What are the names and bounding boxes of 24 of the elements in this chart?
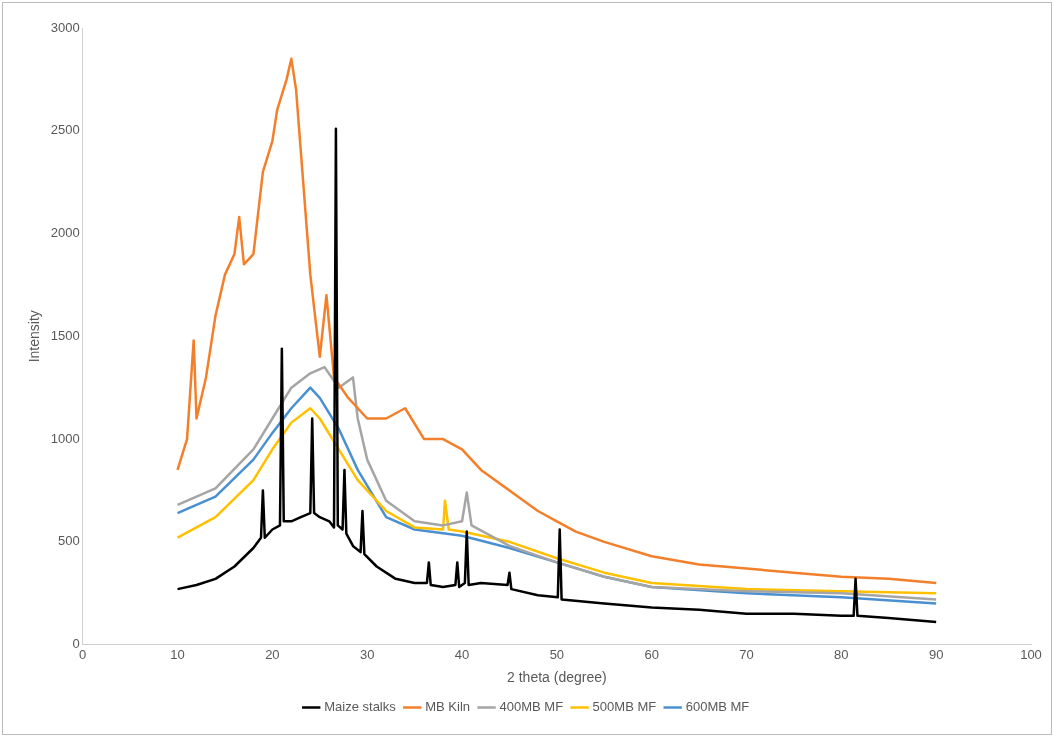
legend-label: 400MB MF	[499, 699, 564, 715]
x-tick-label: 60	[644, 646, 659, 662]
y-tick-label: 1000	[50, 430, 80, 446]
y-tick-label: 1500	[50, 327, 80, 343]
x-tick-label: 80	[834, 646, 849, 662]
x-tick-label: 70	[739, 646, 754, 662]
x-axis-title: 2 theta (degree)	[507, 669, 607, 686]
legend-label: 600MB MF	[685, 699, 750, 715]
y-tick-label: 2500	[50, 122, 80, 138]
x-tick-label: 90	[928, 646, 944, 662]
x-tick-label: 20	[265, 646, 280, 662]
legend-label: MB Kiln	[425, 699, 471, 715]
x-tick-label: 40	[454, 646, 470, 662]
x-tick-label: 30	[359, 646, 375, 662]
x-tick-label: 10	[170, 646, 185, 662]
x-tick-label: 100	[1020, 646, 1042, 662]
legend-label: 500MB MF	[592, 699, 657, 715]
y-tick-label: 2000	[50, 225, 80, 241]
y-axis-title: Intensity	[26, 310, 43, 363]
y-tick-label: 3000	[50, 19, 80, 35]
legend-label: Maize stalks	[324, 699, 397, 715]
y-tick-label: 0	[72, 636, 80, 652]
x-tick-label: 50	[549, 646, 565, 662]
y-tick-label: 500	[58, 533, 80, 549]
